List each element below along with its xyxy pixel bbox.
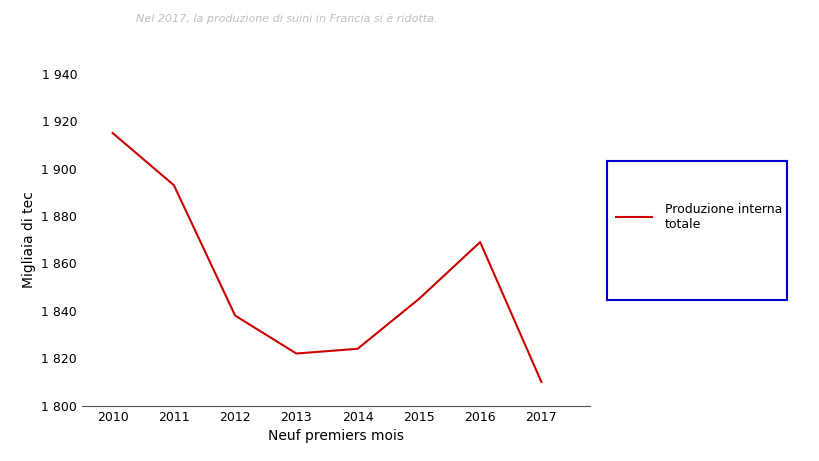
- Y-axis label: Migliaia di tec: Migliaia di tec: [21, 191, 36, 288]
- Text: Produzione interna
totale: Produzione interna totale: [663, 203, 781, 230]
- X-axis label: Neuf premiers mois: Neuf premiers mois: [268, 429, 404, 443]
- Text: Nel 2017, la produzione di suini in Francia si è ridotta.: Nel 2017, la produzione di suini in Fran…: [136, 14, 437, 24]
